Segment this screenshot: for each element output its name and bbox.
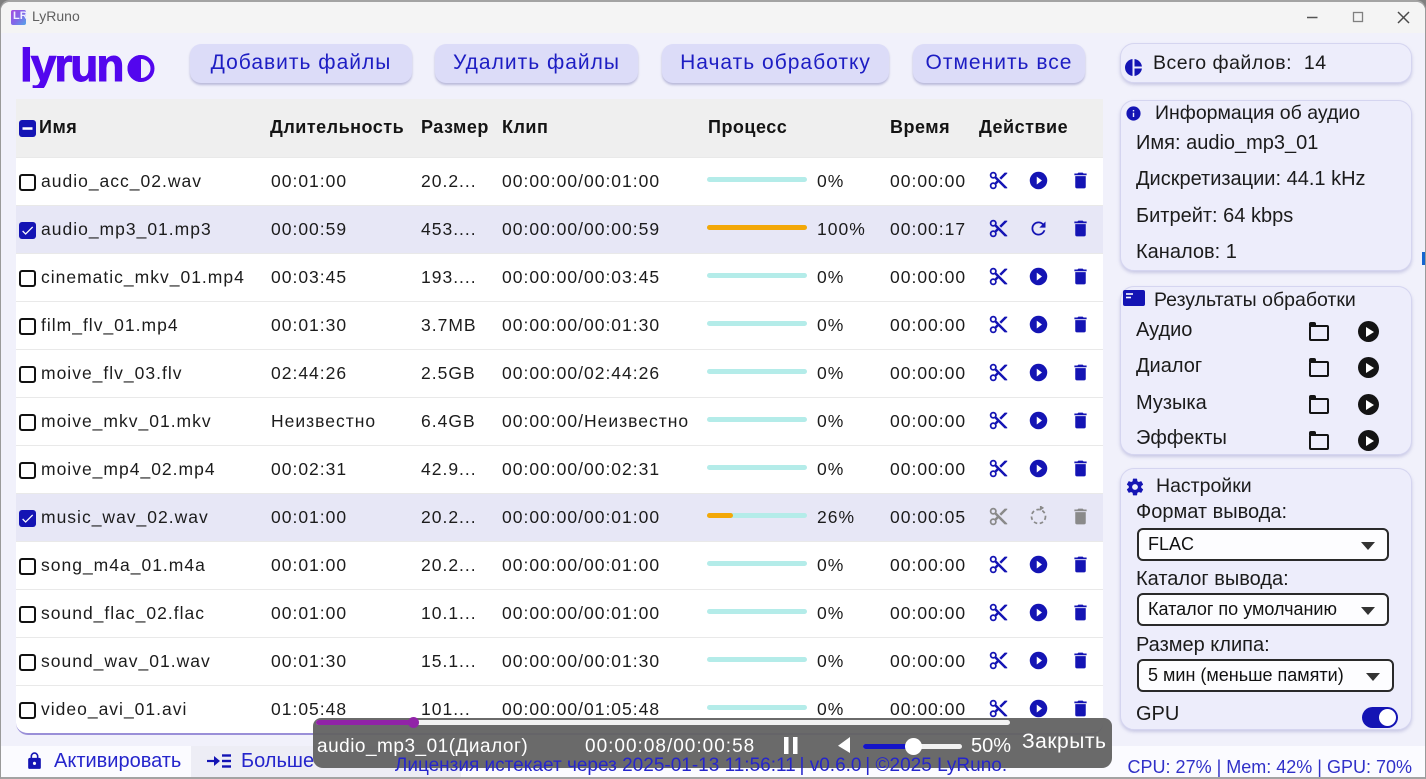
svg-text:lyrun: lyrun (22, 40, 122, 88)
